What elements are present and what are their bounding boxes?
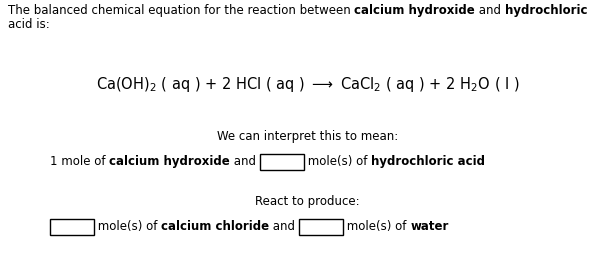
Text: and: and	[230, 155, 260, 168]
Text: Ca(OH)$_2$ ( aq ) + 2 HCl ( aq ) $\longrightarrow$ CaCl$_2$ ( aq ) + 2 H$_2$O ( : Ca(OH)$_2$ ( aq ) + 2 HCl ( aq ) $\longr…	[96, 75, 519, 94]
Text: mole(s) of: mole(s) of	[94, 220, 161, 233]
Text: We can interpret this to mean:: We can interpret this to mean:	[217, 130, 398, 143]
Text: React to produce:: React to produce:	[255, 195, 360, 208]
Bar	[260, 154, 304, 170]
Text: and: and	[475, 4, 505, 17]
Text: and: and	[269, 220, 299, 233]
Text: hydrochloric acid: hydrochloric acid	[371, 155, 485, 168]
Text: The balanced chemical equation for the reaction between: The balanced chemical equation for the r…	[8, 4, 354, 17]
Text: water: water	[410, 220, 448, 233]
Text: calcium chloride: calcium chloride	[161, 220, 269, 233]
Text: 1 mole of: 1 mole of	[50, 155, 109, 168]
Text: acid is:: acid is:	[8, 18, 50, 31]
Text: mole(s) of: mole(s) of	[343, 220, 410, 233]
Text: calcium hydroxide: calcium hydroxide	[109, 155, 230, 168]
Text: calcium hydroxide: calcium hydroxide	[354, 4, 475, 17]
Bar	[299, 219, 343, 235]
Text: mole(s) of: mole(s) of	[304, 155, 371, 168]
Bar	[50, 219, 94, 235]
Text: hydrochloric: hydrochloric	[505, 4, 587, 17]
